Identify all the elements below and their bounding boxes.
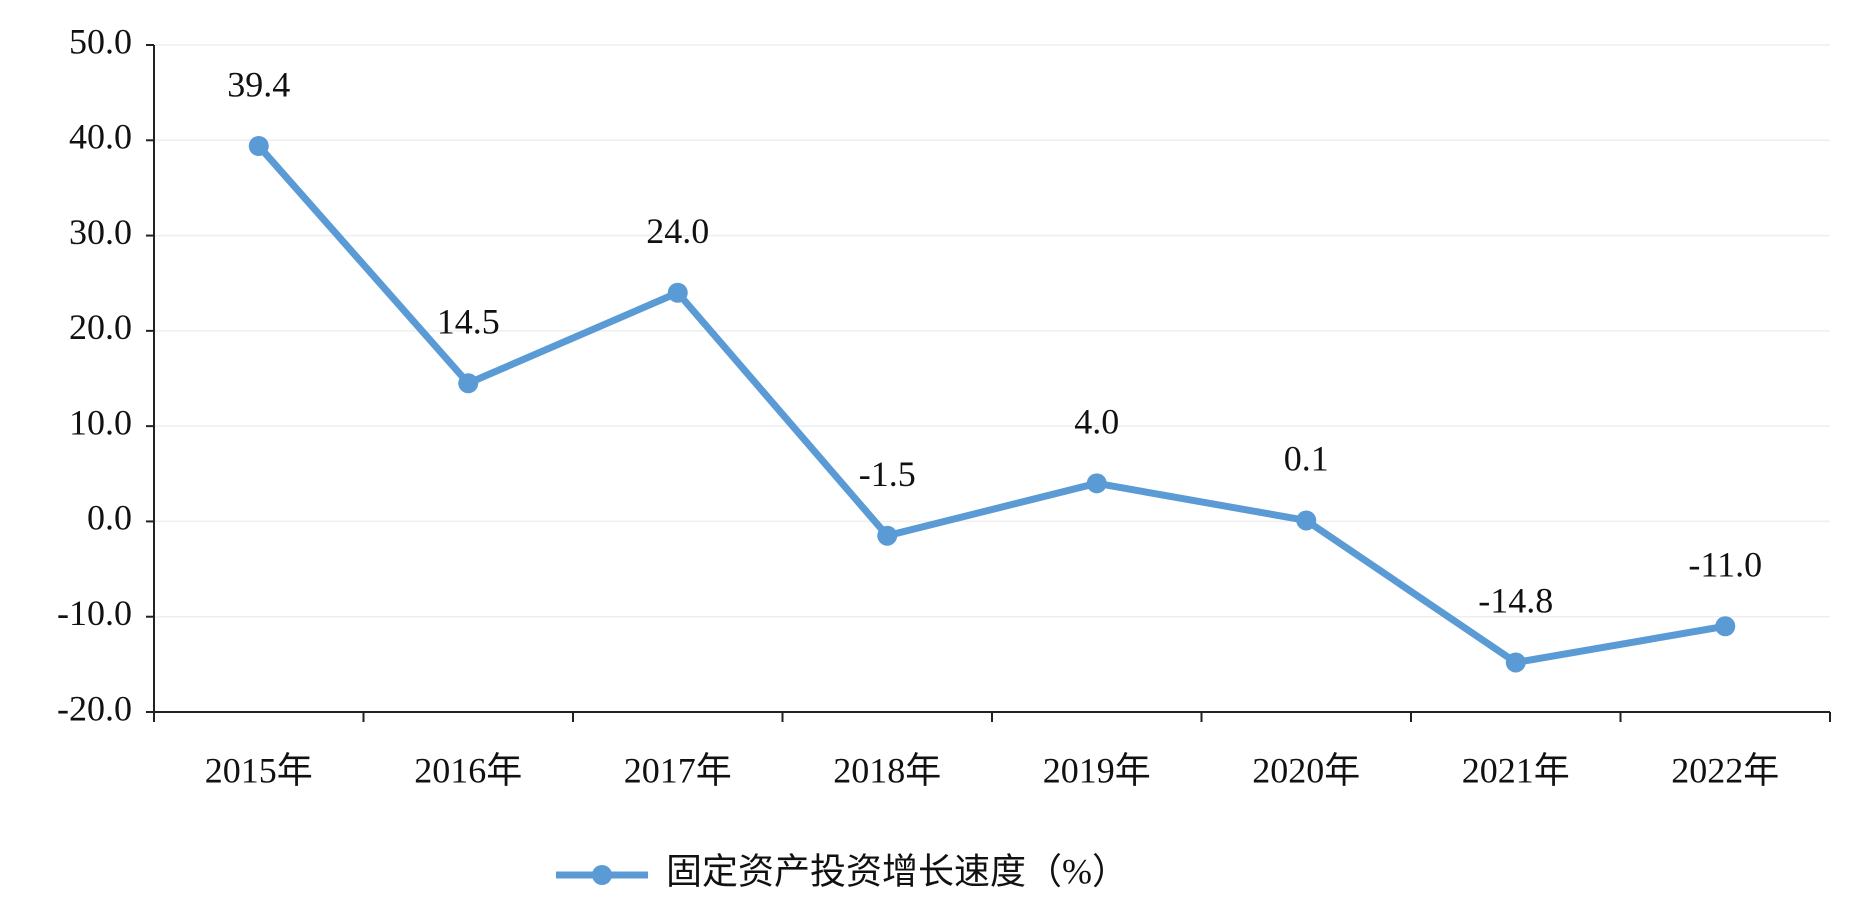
- marker: [1296, 510, 1317, 531]
- legend-marker: [592, 865, 612, 885]
- marker: [1715, 616, 1736, 637]
- marker: [1505, 652, 1526, 673]
- y-tick-label: 10.0: [69, 402, 132, 442]
- x-tick-label: 2017年: [624, 750, 732, 790]
- marker: [877, 525, 898, 546]
- y-tick-label: 0.0: [87, 498, 132, 538]
- x-tick-label: 2021年: [1462, 750, 1570, 790]
- data-label: -1.5: [859, 454, 916, 494]
- data-label: 24.0: [646, 211, 709, 251]
- y-tick-label: -20.0: [57, 688, 132, 728]
- data-label: 14.5: [437, 302, 500, 342]
- line: [256, 143, 1726, 666]
- marker: [667, 282, 688, 303]
- y-tick-label: 40.0: [69, 117, 132, 157]
- marker: [1086, 473, 1107, 494]
- x-tick-label: 2015年: [205, 750, 313, 790]
- y-tick-label: -10.0: [57, 593, 132, 633]
- x-tick-label: 2019年: [1043, 750, 1151, 790]
- legend-label: 固定资产投资增长速度（%）: [666, 851, 1128, 891]
- x-tick-label: 2020年: [1252, 750, 1360, 790]
- y-tick-label: 20.0: [69, 307, 132, 347]
- data-label: -11.0: [1688, 545, 1762, 585]
- marker: [248, 136, 269, 157]
- x-tick-label: 2018年: [833, 750, 941, 790]
- y-tick-label: 50.0: [69, 21, 132, 61]
- data-label: -14.8: [1478, 581, 1553, 621]
- x-tick-label: 2016年: [414, 750, 522, 790]
- data-label: 4.0: [1074, 402, 1119, 442]
- marker: [458, 373, 479, 394]
- data-label: 0.1: [1284, 439, 1329, 479]
- data-label: 39.4: [227, 64, 290, 104]
- x-tick-label: 2022年: [1671, 750, 1779, 790]
- y-tick-label: 30.0: [69, 212, 132, 252]
